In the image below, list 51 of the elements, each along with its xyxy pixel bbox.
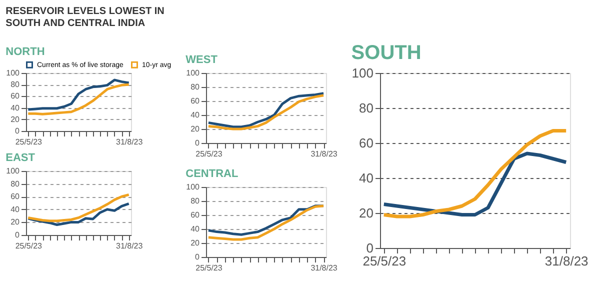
x-tick-label: 25/5/23	[15, 242, 43, 250]
y-tick-label: 60	[190, 210, 200, 220]
y-tick-label: 80	[190, 196, 200, 206]
line-series	[26, 78, 130, 111]
y-tick-label: 80	[10, 179, 20, 188]
x-tick-label: 25/5/23	[362, 254, 406, 268]
y-tick-label: 0	[15, 230, 20, 240]
y-tick-label: 40	[190, 224, 200, 234]
line-series	[26, 83, 130, 116]
y-tick-label: 0	[195, 138, 200, 148]
y-tick-label: 80	[190, 82, 200, 92]
chart-title: WEST	[186, 54, 218, 66]
y-tick-label: 0	[15, 126, 20, 136]
x-tick-label: 31/8/23	[116, 138, 144, 146]
y-tick-label: 100	[186, 68, 200, 78]
chart-title: EAST	[6, 152, 36, 164]
x-tick-label: 25/5/23	[196, 150, 223, 158]
y-tick-label: 40	[190, 110, 200, 120]
line-series	[26, 193, 130, 222]
y-tick-label: 100	[6, 68, 20, 78]
x-tick-label: 31/8/23	[116, 242, 144, 250]
y-tick-label: 80	[10, 80, 20, 90]
y-tick-label: 20	[190, 238, 200, 248]
chart-title: RESERVOIR LEVELS LOWEST IN SOUTH AND CENTRAL INDIA	[6, 6, 164, 29]
chart-title: SOUTH	[351, 42, 422, 64]
y-tick-label: 20	[10, 218, 20, 227]
x-tick-label: 31/8/23	[544, 254, 588, 268]
y-tick-label: 0	[195, 252, 200, 262]
line-series	[382, 152, 568, 216]
chart-subtitle: NORTH	[6, 46, 45, 58]
x-tick-label: 25/5/23	[15, 138, 43, 146]
y-tick-label: 60	[190, 96, 200, 106]
y-tick-label: 100	[6, 166, 20, 176]
y-tick-label: 100	[352, 66, 374, 80]
y-tick-label: 40	[10, 204, 20, 214]
y-tick-label: 40	[359, 170, 374, 186]
y-tick-label: 60	[10, 192, 20, 202]
line-series	[382, 129, 568, 218]
x-tick-label: 31/8/23	[310, 264, 338, 272]
y-tick-label: 20	[359, 206, 374, 220]
x-tick-label: 31/8/23	[310, 150, 338, 158]
y-tick-label: 40	[10, 103, 20, 112]
y-tick-label: 20	[190, 124, 200, 134]
y-tick-label: 0	[366, 240, 374, 256]
y-tick-label: 100	[186, 182, 200, 192]
y-tick-label: 80	[359, 100, 374, 116]
y-tick-label: 60	[10, 92, 20, 101]
y-tick-label: 60	[359, 136, 374, 150]
x-tick-label: 25/5/23	[196, 264, 223, 272]
chart-title: CENTRAL	[186, 168, 238, 180]
y-tick-label: 20	[10, 114, 20, 124]
